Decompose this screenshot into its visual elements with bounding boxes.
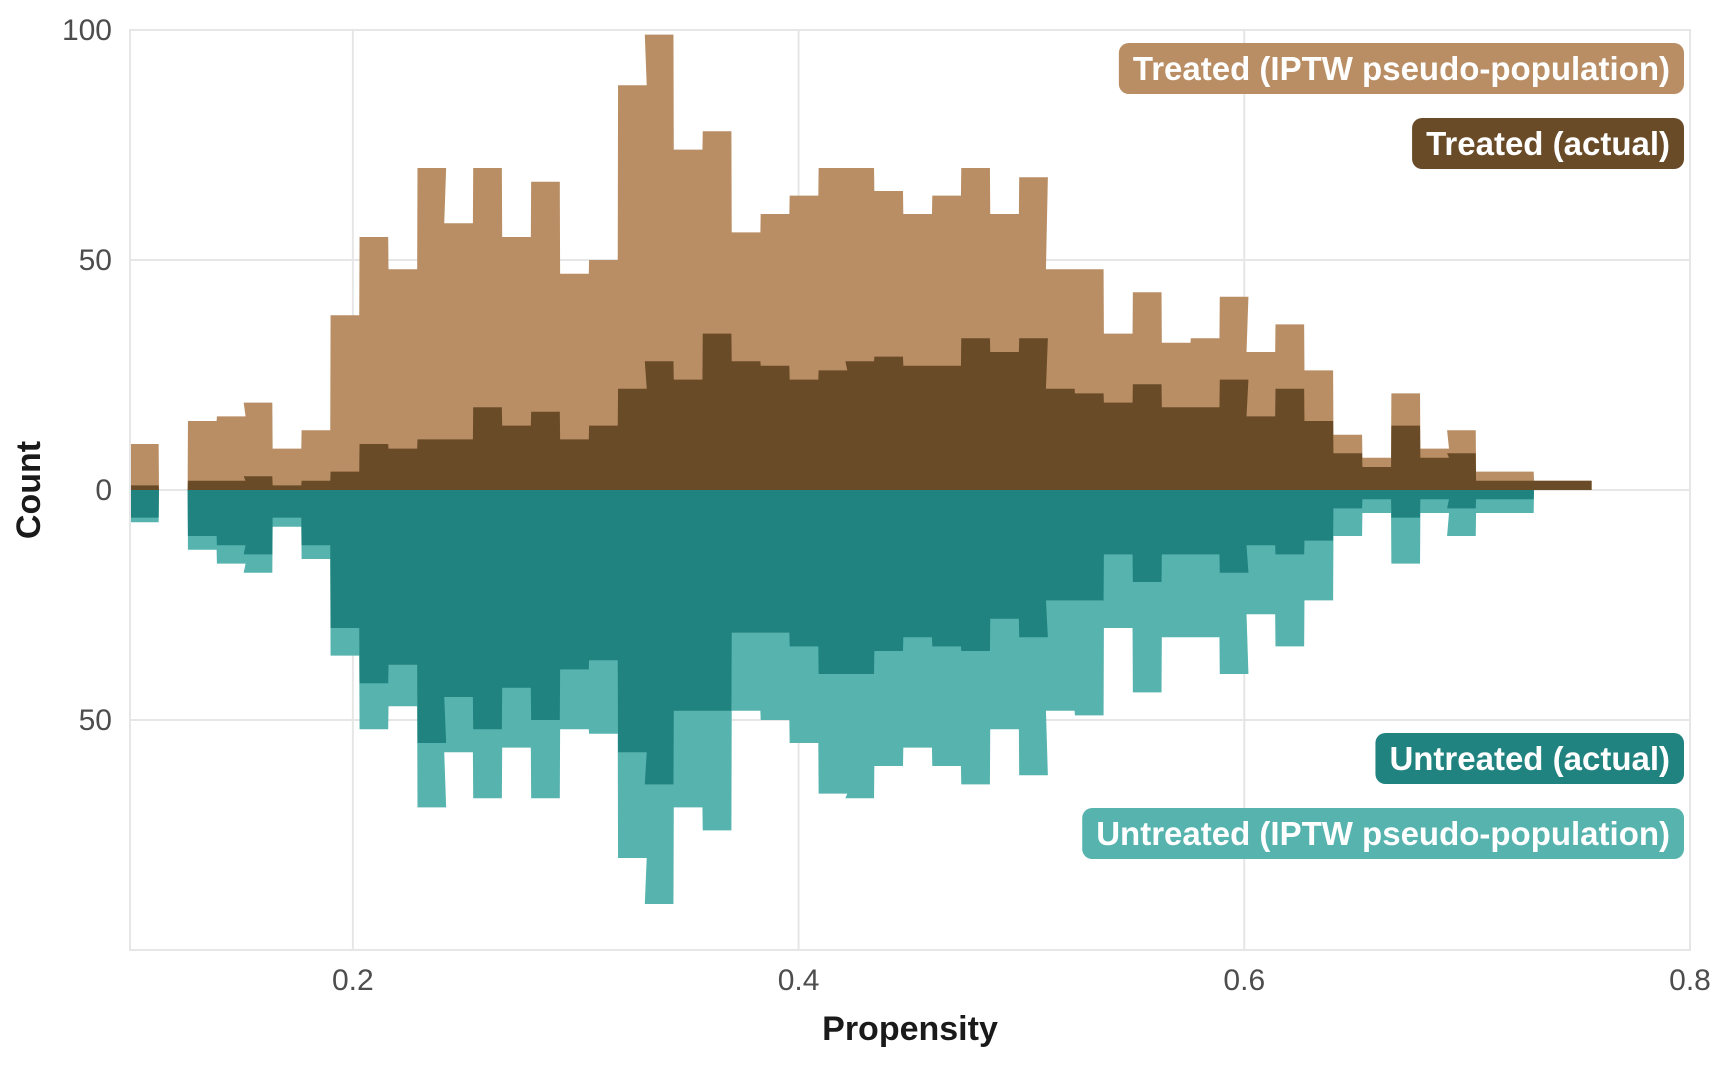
chart-svg: 0.2 0.4 0.6 0.8 50 0 50 100 Propensity Count Treat… bbox=[0, 0, 1728, 1067]
legend-text: Treated (actual) bbox=[1426, 125, 1670, 162]
x-tick-label: 0.6 bbox=[1223, 964, 1265, 997]
y-tick-label: 0 bbox=[95, 474, 112, 507]
legend-item-untreated_iptw: Untreated (IPTW pseudo-population) bbox=[1082, 808, 1684, 859]
x-tick-label: 0.8 bbox=[1669, 964, 1711, 997]
y-tick-label: 50 bbox=[79, 244, 112, 277]
legend-text: Treated (IPTW pseudo-population) bbox=[1133, 50, 1670, 87]
legend-text: Untreated (actual) bbox=[1389, 740, 1670, 777]
legend-item-treated_actual: Treated (actual) bbox=[1412, 118, 1684, 169]
legend-item-untreated_actual: Untreated (actual) bbox=[1375, 733, 1684, 784]
y-tick-label: 100 bbox=[62, 14, 112, 47]
legend-text: Untreated (IPTW pseudo-population) bbox=[1096, 815, 1670, 852]
y-tick-label: 50 bbox=[79, 704, 112, 737]
legend-item-treated_iptw: Treated (IPTW pseudo-population) bbox=[1119, 43, 1684, 94]
y-axis-label: Count bbox=[10, 441, 48, 539]
x-tick-label: 0.2 bbox=[332, 964, 374, 997]
x-axis-label: Propensity bbox=[822, 1010, 998, 1048]
x-tick-label: 0.4 bbox=[778, 964, 820, 997]
propensity-mirror-histogram: 0.2 0.4 0.6 0.8 50 0 50 100 Propensity Count Treat… bbox=[0, 0, 1728, 1067]
